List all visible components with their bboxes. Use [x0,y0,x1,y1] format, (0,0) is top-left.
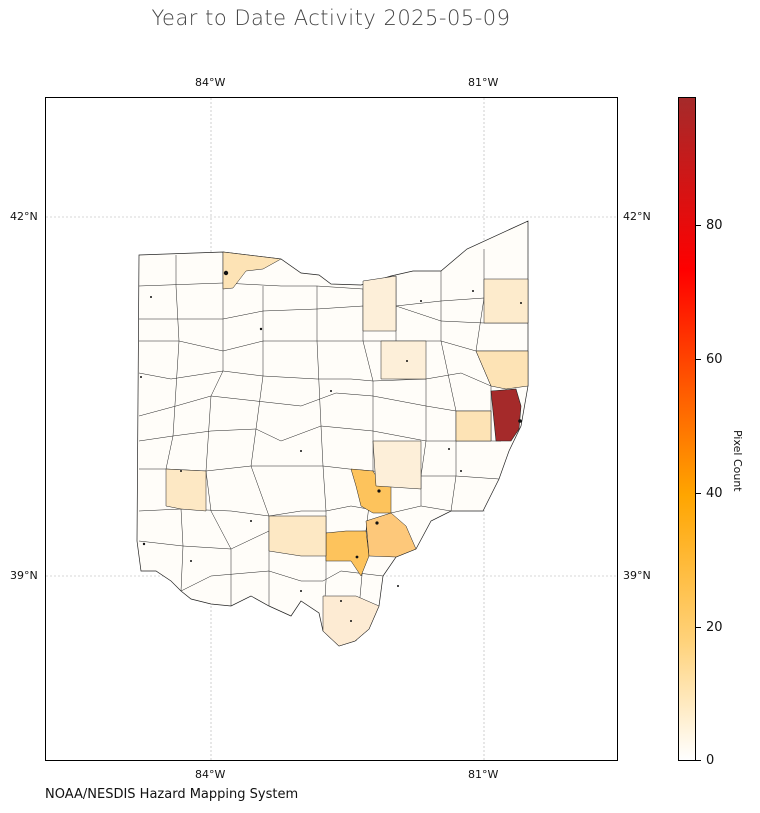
lon-tick-top-81w: 81°W [468,76,499,89]
county-tuscarawas[interactable] [380,340,427,380]
lat-tick-left-39n: 39°N [10,569,38,582]
map-title: Year to Date Activity 2025-05-09 [151,6,511,30]
colorbar-tick [696,359,701,360]
lat-tick-left-42n: 42°N [10,210,38,223]
county-ashtabula-area[interactable] [362,275,397,332]
colorbar-label-40: 40 [706,486,723,501]
lon-tick-bottom-81w: 81°W [468,768,499,781]
colorbar-tick [696,760,701,761]
colorbar-label-0: 0 [706,753,715,768]
county-darke[interactable] [165,468,207,512]
colorbar-title: Pixel Count [731,430,744,492]
colorbar-label-80: 80 [706,218,723,233]
county-lucas[interactable] [222,251,282,290]
county-harrison[interactable] [455,410,492,442]
ohio-county-map [46,98,617,760]
colorbar-label-60: 60 [706,352,723,367]
county-trumbull[interactable] [483,278,529,324]
county-knox[interactable] [372,440,422,490]
lat-tick-right-42n: 42°N [623,210,651,223]
county-jackson-vinton[interactable] [365,512,417,558]
county-adams-brown[interactable] [268,515,327,557]
colorbar [678,97,696,761]
colorbar-tick [696,225,701,226]
lon-tick-bottom-84w: 84°W [195,768,226,781]
county-pike-scioto[interactable] [325,530,370,577]
county-jefferson-high[interactable] [490,388,522,442]
lon-tick-top-84w: 84°W [195,76,226,89]
lat-tick-right-39n: 39°N [623,569,651,582]
colorbar-tick [696,627,701,628]
colorbar-label-20: 20 [706,620,723,635]
county-columbiana[interactable] [475,350,529,390]
data-credit: NOAA/NESDIS Hazard Mapping System [45,787,299,802]
colorbar-tick [696,493,701,494]
map-panel[interactable] [45,97,618,761]
fire-detections [140,270,522,622]
